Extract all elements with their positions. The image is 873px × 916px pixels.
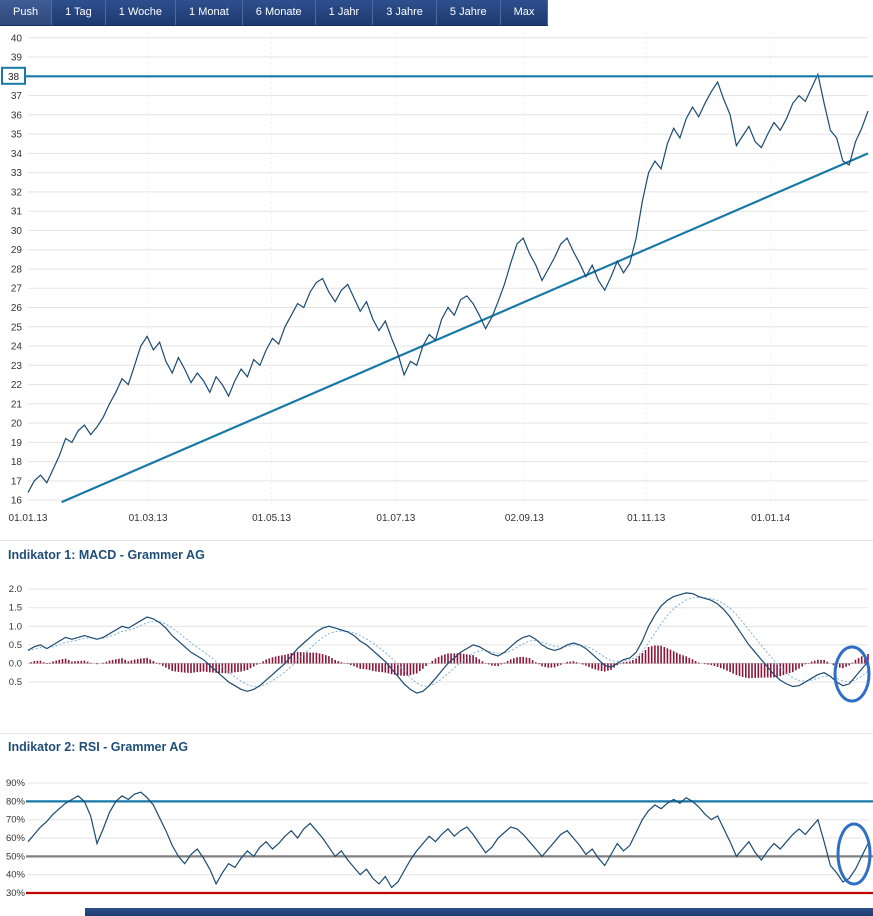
toolbar-button-1woche[interactable]: 1 Woche (106, 0, 177, 25)
price-y-tick-label: 21 (11, 399, 23, 410)
price-y-tick-label: 28 (11, 265, 23, 276)
price-y-tick-label: 30 (11, 226, 23, 237)
price-y-tick-label: 27 (11, 284, 23, 295)
macd-y-tick-label: 1.5 (9, 603, 22, 614)
rsi-y-tick-label: 80% (6, 796, 26, 807)
resistance-label-box (1, 66, 26, 85)
rsi-y-tick-label: 50% (6, 851, 26, 862)
partial-bottom-toolbar (85, 908, 873, 916)
toolbar-button-1monat[interactable]: 1 Monat (176, 0, 243, 25)
macd-y-tick-label: 1.0 (9, 621, 22, 632)
price-line (27, 72, 869, 493)
price-y-tick-label: 34 (11, 149, 23, 160)
rsi-y-tick-label: 70% (6, 815, 26, 826)
timeframe-toolbar: Push 1 Tag 1 Woche 1 Monat 6 Monate 1 Ja… (0, 0, 549, 26)
trend-line (61, 152, 869, 504)
price-y-tick-label: 18 (11, 457, 23, 468)
rsi-y-tick-label: 30% (6, 888, 26, 899)
price-chart: 16 17 18 19 20 21 22 23 24 25 26 27 28 29 30 31 32 33 34 35… (1, 32, 873, 524)
toolbar-button-push[interactable]: Push (0, 0, 53, 25)
indicator2-title: Indikator 2: RSI - Grammer AG (8, 740, 189, 754)
section-divider (0, 540, 873, 541)
price-x-tick-label: 02.09.13 (505, 513, 544, 524)
toolbar-button-1tag[interactable]: 1 Tag (52, 0, 106, 25)
price-y-tick-label: 22 (11, 380, 23, 391)
price-y-tick-label: 39 (11, 53, 23, 64)
rsi-line (27, 791, 869, 889)
macd-y-tick-label: 2.0 (9, 584, 22, 595)
price-x-tick-label: 01.05.13 (252, 513, 291, 524)
macd-y-tick-label: 0.0 (9, 658, 22, 669)
toolbar-button-6monate[interactable]: 6 Monate (243, 0, 316, 25)
price-y-tick-label: 23 (11, 361, 23, 372)
toolbar-button-3jahre[interactable]: 3 Jahre (373, 0, 437, 25)
toolbar-button-max[interactable]: Max (501, 0, 549, 25)
macd-chart: 2.0 1.5 1.0 0.5 0.0 0.5 (9, 584, 871, 703)
price-y-tick-label: 17 (11, 476, 23, 487)
rsi-annotation-ellipse (836, 822, 872, 886)
price-x-tick-label: 01.07.13 (376, 513, 415, 524)
rsi-y-tick-label: 60% (6, 833, 26, 844)
price-x-tick-label: 01.03.13 (129, 513, 168, 524)
price-y-tick-label: 36 (11, 110, 23, 121)
price-y-tick-label: 19 (11, 438, 23, 449)
toolbar-button-5jahre[interactable]: 5 Jahre (437, 0, 501, 25)
toolbar-button-1jahr[interactable]: 1 Jahr (316, 0, 374, 25)
macd-y-tick-label: 0.5 (9, 640, 22, 651)
price-y-tick-label: 29 (11, 245, 23, 256)
price-y-tick-label: 33 (11, 168, 23, 179)
rsi-chart: 90% 80% 70% 60% 50% 40% 30% (6, 778, 873, 899)
price-y-tick-label: 16 (11, 496, 23, 507)
price-y-tick-label: 40 (11, 33, 23, 44)
price-y-tick-label: 31 (11, 207, 23, 218)
price-y-tick-label: 24 (11, 342, 23, 353)
macd-line (27, 592, 869, 694)
rsi-y-tick-label: 40% (6, 870, 26, 881)
price-y-tick-label: 35 (11, 130, 23, 141)
price-y-tick-label: 20 (11, 419, 23, 430)
price-x-tick-label: 01.11.13 (627, 513, 666, 524)
price-y-tick-label: 26 (11, 303, 23, 314)
price-y-tick-label: 25 (11, 322, 23, 333)
price-y-tick-label: 37 (11, 91, 23, 102)
resistance-label: 38 (8, 72, 20, 83)
section-divider (0, 733, 873, 734)
rsi-y-tick-label: 90% (6, 778, 26, 789)
macd-y-tick-label: 0.5 (9, 677, 22, 688)
macd-signal-line (27, 596, 869, 687)
price-x-tick-label: 01.01.14 (751, 513, 790, 524)
price-x-tick-label: 01.01.13 (9, 513, 48, 524)
indicator1-title: Indikator 1: MACD - Grammer AG (8, 548, 205, 562)
price-y-tick-label: 32 (11, 187, 23, 198)
macd-annotation-ellipse (833, 645, 871, 703)
